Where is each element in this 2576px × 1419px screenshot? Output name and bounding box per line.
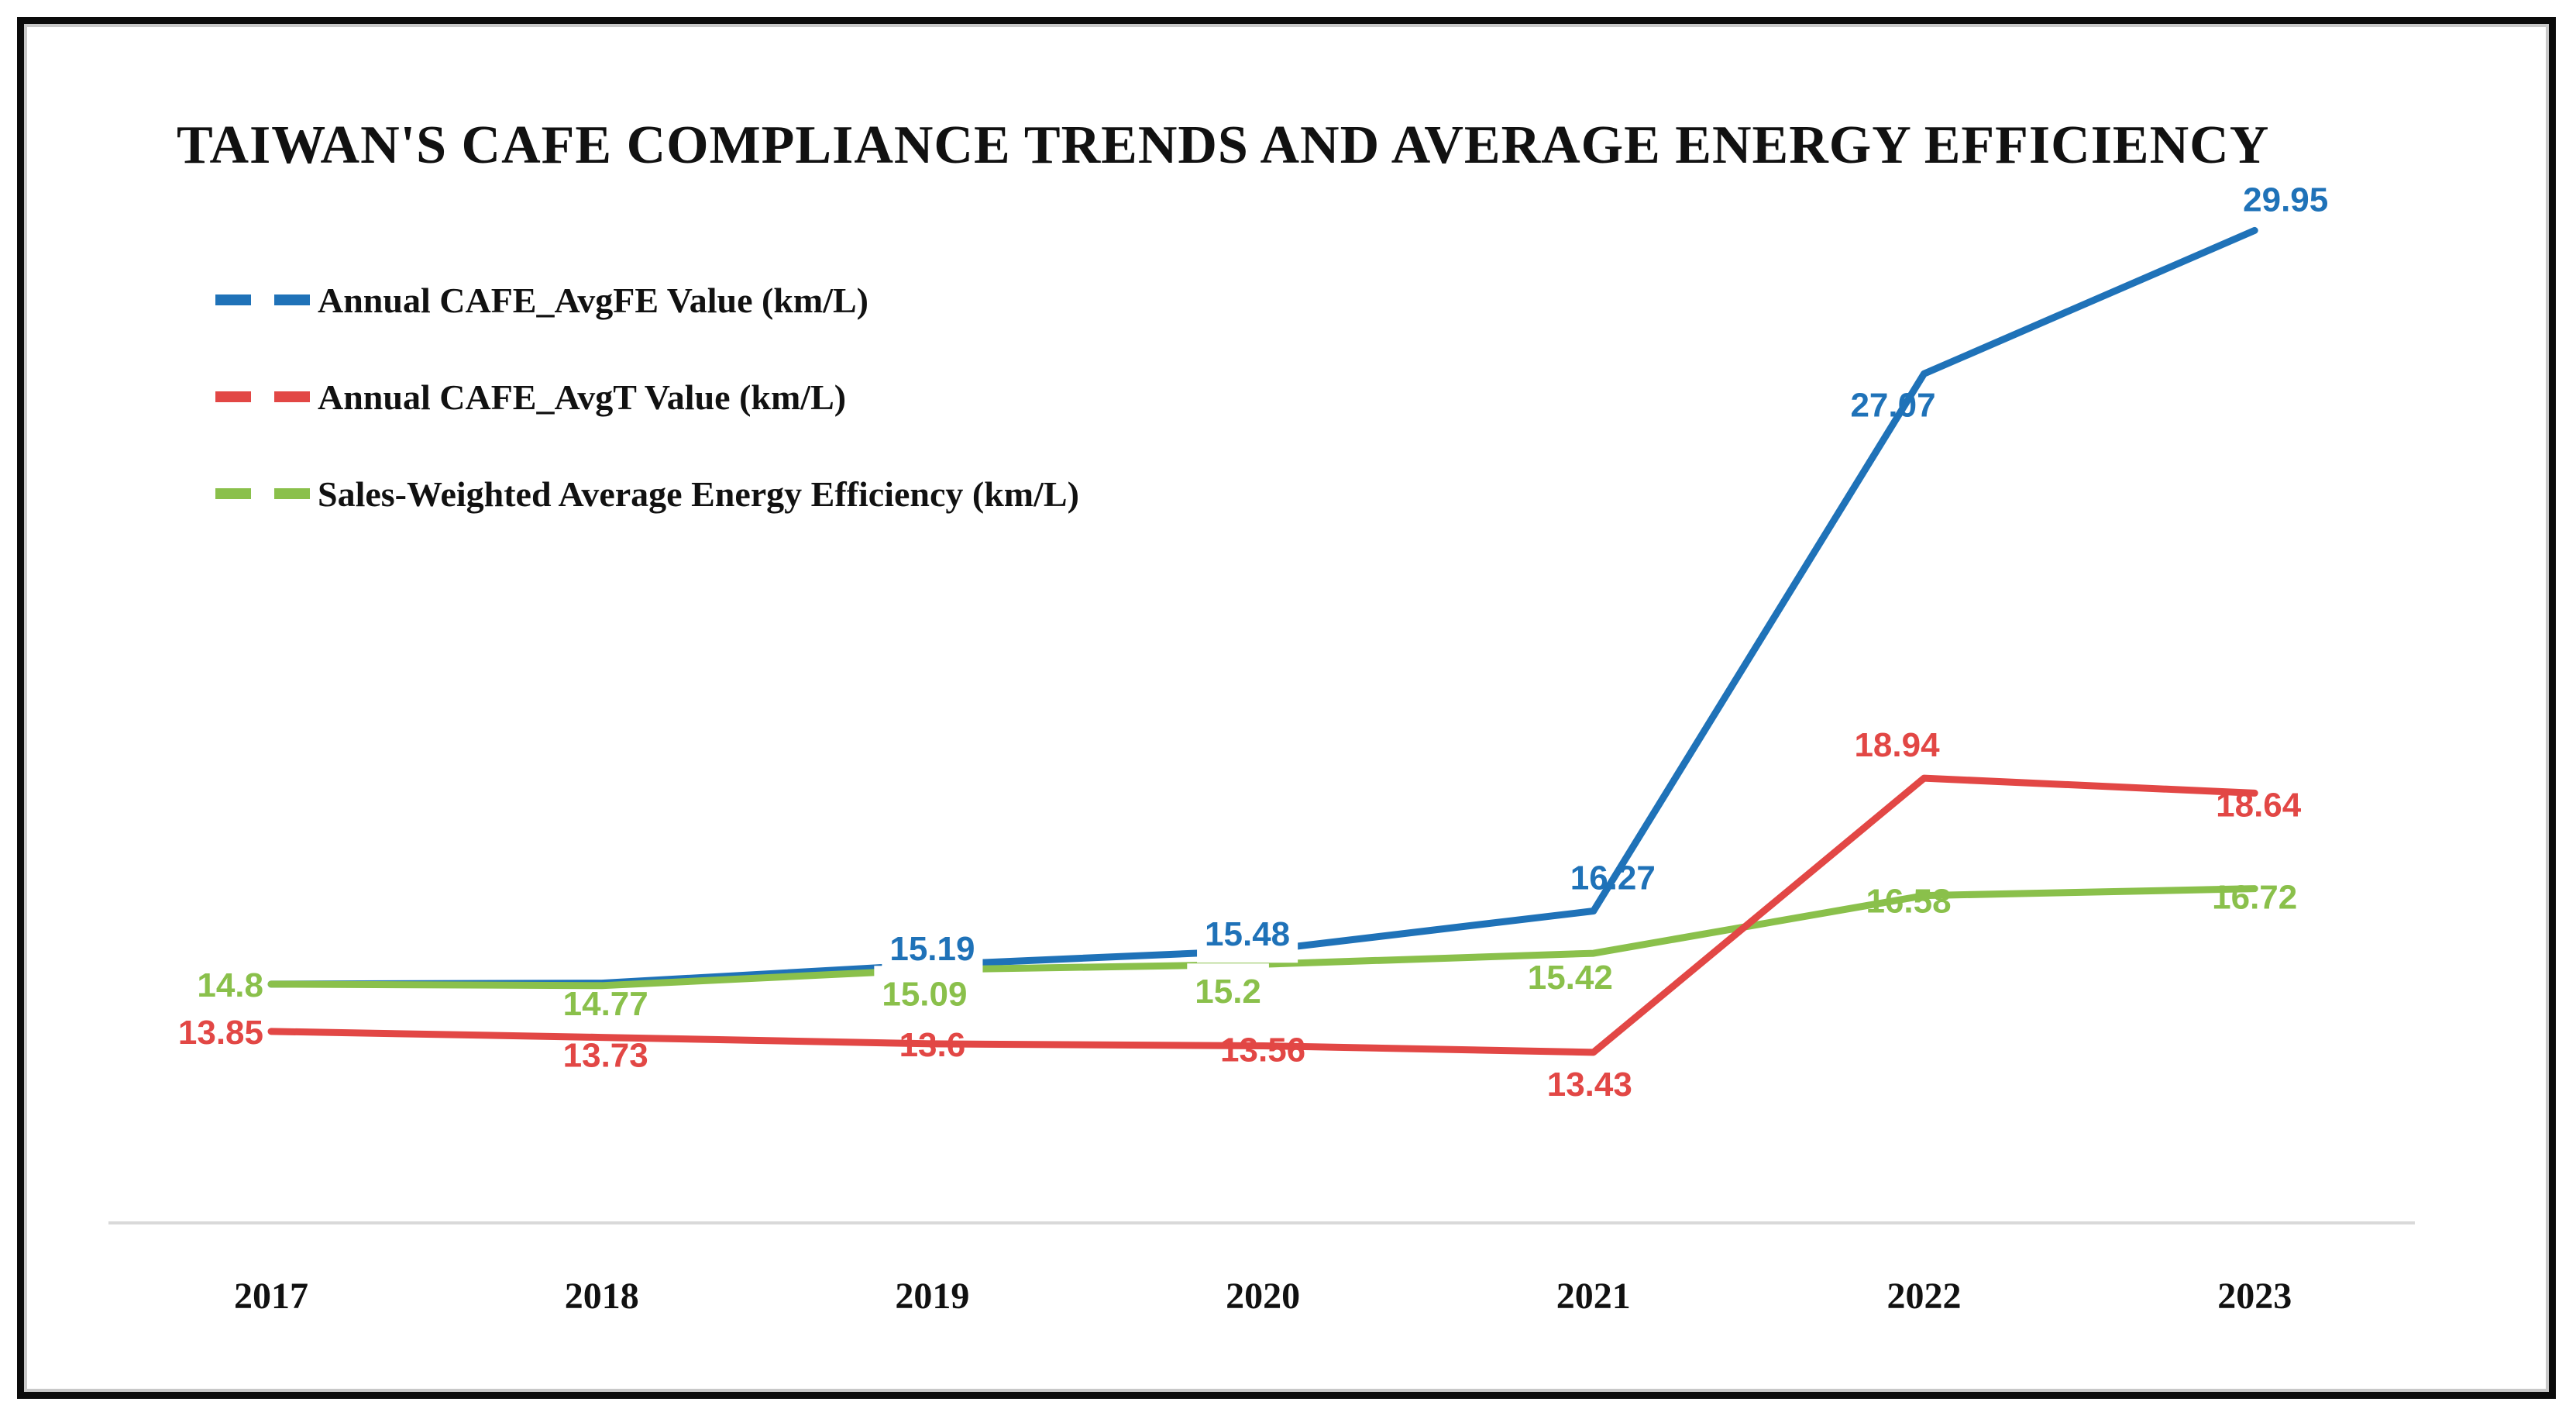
legend-item-avgfe: Annual CAFE_AvgFE Value (km/L) <box>215 273 1079 327</box>
data-label: 13.43 <box>1547 1066 1632 1104</box>
data-label: 15.19 <box>889 930 975 968</box>
legend-dash-icon <box>215 488 251 499</box>
x-axis-label: 2018 <box>565 1276 639 1317</box>
data-label: 15.2 <box>1195 973 1261 1011</box>
legend-item-avgt: Annual CAFE_AvgT Value (km/L) <box>215 370 1079 424</box>
data-label: 16.27 <box>1570 859 1656 897</box>
series-line-1 <box>267 774 2258 1056</box>
legend: Annual CAFE_AvgFE Value (km/L) Annual CA… <box>215 273 1079 563</box>
series-line-0 <box>267 226 2258 988</box>
data-label-bg <box>874 966 975 1023</box>
data-label-bg <box>1187 963 1269 1021</box>
x-axis-label: 2020 <box>1226 1276 1300 1317</box>
legend-dash-icon <box>274 294 310 305</box>
data-label: 29.95 <box>2243 181 2328 219</box>
data-label: 14.8 <box>197 966 263 1004</box>
data-label: 13.6 <box>899 1026 966 1064</box>
legend-dash-icon <box>274 391 310 402</box>
data-label: 16.58 <box>1866 883 1951 921</box>
data-label: 14.77 <box>563 985 648 1023</box>
x-axis-label: 2017 <box>234 1276 308 1317</box>
x-axis-label: 2023 <box>2217 1276 2292 1317</box>
x-axis-label: 2021 <box>1556 1276 1631 1317</box>
data-label: 18.64 <box>2216 786 2302 824</box>
data-label: 15.48 <box>1205 915 1290 953</box>
data-label: 15.09 <box>882 975 967 1013</box>
legend-label-avgt: Annual CAFE_AvgT Value (km/L) <box>318 377 847 417</box>
data-label: 13.73 <box>563 1037 648 1075</box>
chart-title: TAIWAN'S CAFE COMPLIANCE TRENDS AND AVER… <box>177 115 2270 175</box>
legend-dash-icon <box>215 294 251 305</box>
data-label-bg <box>1197 906 1298 963</box>
legend-label-avgfe: Annual CAFE_AvgFE Value (km/L) <box>318 280 869 320</box>
legend-dash-icon <box>274 488 310 499</box>
legend-dash-icon <box>215 391 251 402</box>
legend-item-sales-weighted: Sales-Weighted Average Energy Efficiency… <box>215 467 1079 521</box>
x-axis-label: 2022 <box>1887 1276 1962 1317</box>
data-label: 15.42 <box>1528 959 1613 997</box>
data-label: 13.85 <box>178 1014 263 1052</box>
data-label: 27.07 <box>1850 386 1935 424</box>
data-label: 13.56 <box>1220 1031 1305 1069</box>
x-axis-label: 2019 <box>895 1276 969 1317</box>
chart-frame <box>17 17 2556 1399</box>
data-label: 18.94 <box>1854 726 1940 764</box>
legend-label-sales-weighted: Sales-Weighted Average Energy Efficiency… <box>318 474 1079 514</box>
data-label: 16.72 <box>2212 879 2297 917</box>
